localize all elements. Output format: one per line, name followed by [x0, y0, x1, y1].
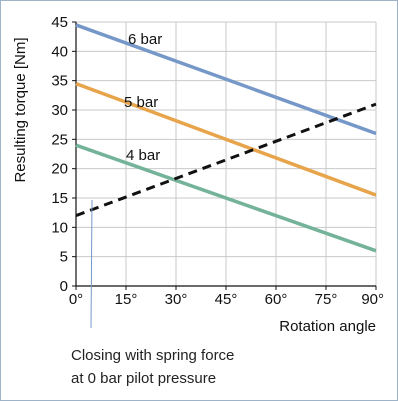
grid	[75, 21, 377, 287]
x-tick-label: 15°	[115, 291, 138, 308]
series-line-0	[75, 23, 377, 136]
series-label-6bar: 6 bar	[128, 31, 162, 48]
x-axis-label: Rotation angle	[279, 318, 376, 335]
series-line-1	[75, 81, 377, 197]
y-tick-label: 45	[51, 14, 68, 31]
y-tick-label: 10	[51, 219, 68, 236]
annotation-line-1: Closing with spring force	[71, 347, 234, 364]
series-label-5bar: 5 bar	[124, 94, 158, 111]
y-tick-label: 15	[51, 190, 68, 207]
series-label-4bar: 4 bar	[126, 147, 160, 164]
y-tick-label: 25	[51, 131, 68, 148]
y-tick-label: 35	[51, 73, 68, 90]
annotation-line-2: at 0 bar pilot pressure	[71, 370, 216, 387]
annotation-pointer	[90, 199, 93, 329]
tick-labels: 0 5 10 15 20 25 30 35 40 45 0° 15° 30° 45° 60° 75° 90°	[51, 14, 384, 308]
series-line-spring-force	[75, 102, 377, 218]
x-tick-label: 45°	[215, 291, 238, 308]
series-line-2	[75, 143, 377, 253]
x-tick-label: 30°	[165, 291, 188, 308]
y-tick-label: 20	[51, 161, 68, 178]
series-lines	[75, 23, 377, 253]
y-tick-label: 40	[51, 43, 68, 60]
y-tick-label: 0	[60, 278, 68, 295]
x-tick-label: 75°	[315, 291, 338, 308]
x-tick-label: 90°	[361, 291, 384, 308]
x-tick-label: 60°	[265, 291, 288, 308]
axes	[72, 21, 377, 290]
y-tick-label: 30	[51, 102, 68, 119]
y-tick-label: 5	[60, 249, 68, 266]
y-axis-label: Resulting torque [Nm]	[12, 37, 29, 182]
x-tick-label: 0°	[69, 291, 83, 308]
